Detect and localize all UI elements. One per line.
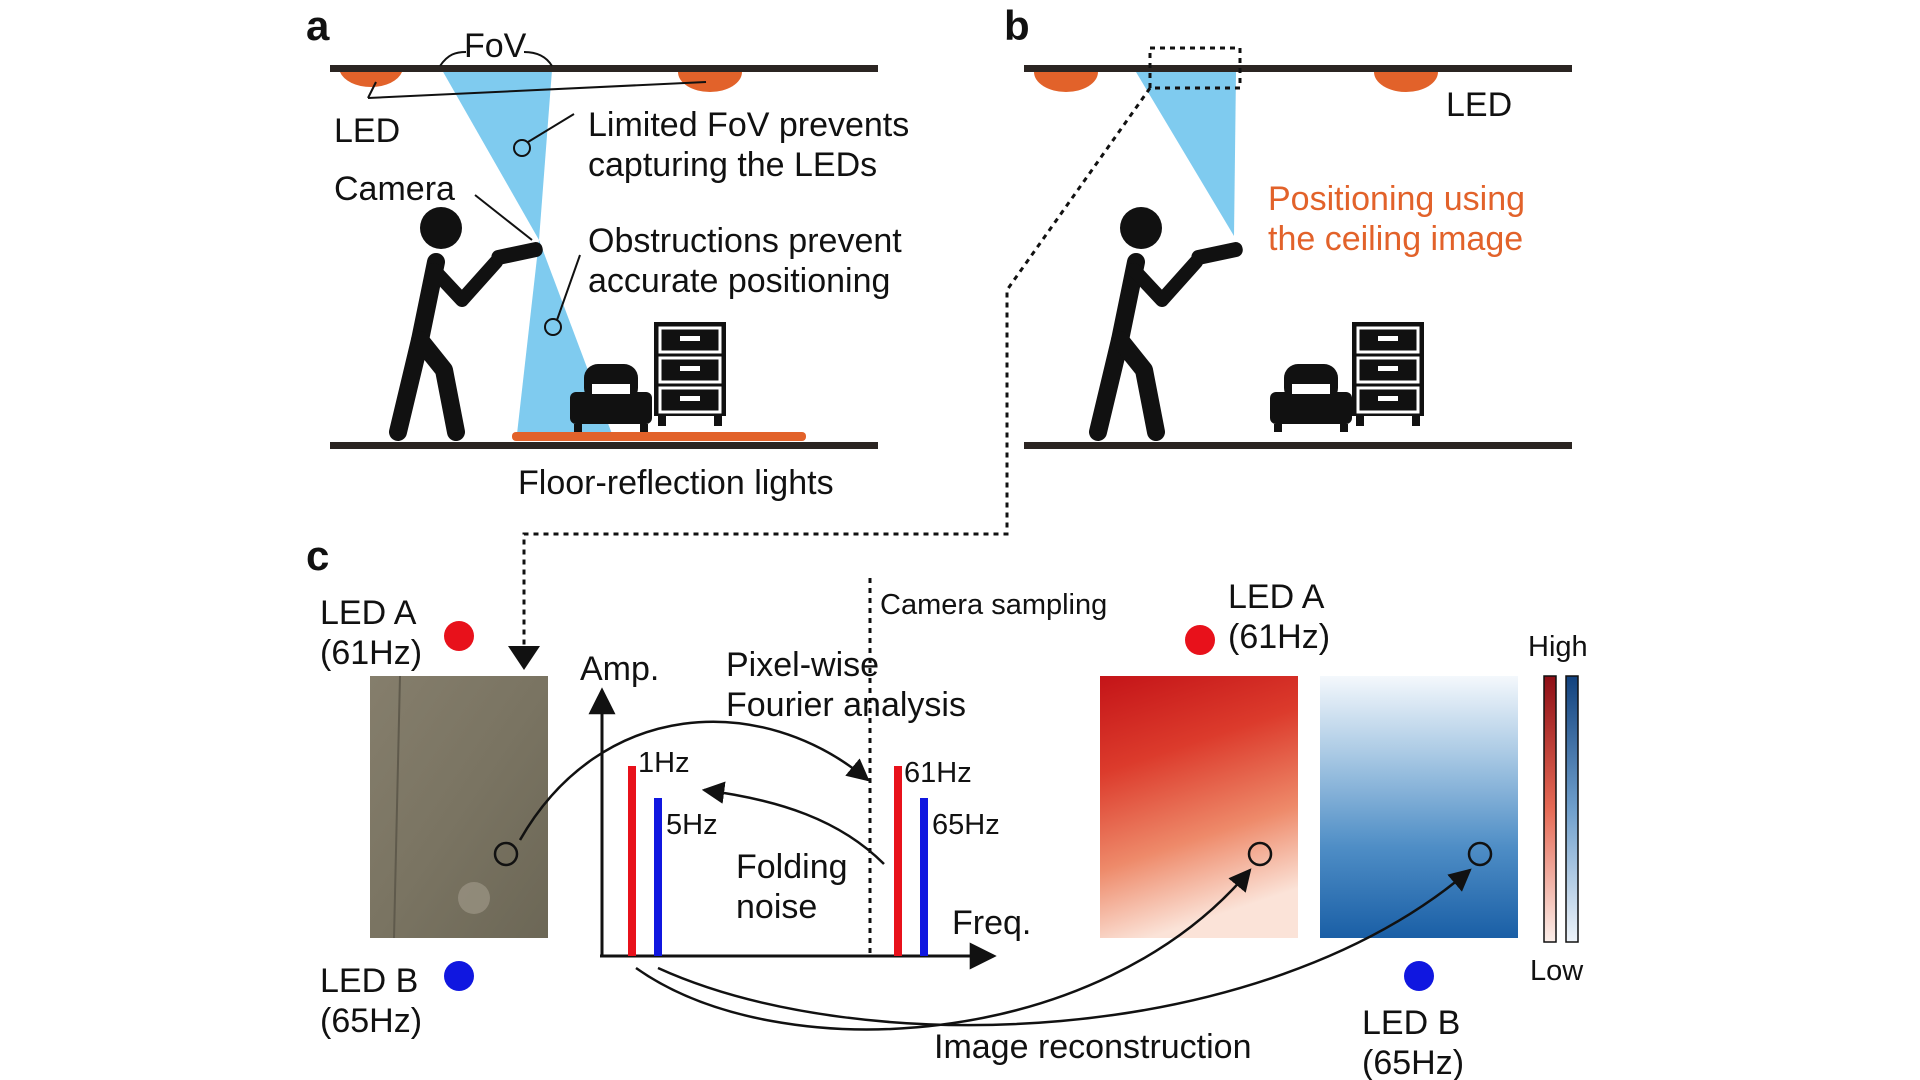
led-b-freq: (65Hz) (320, 1002, 422, 1040)
panel-a: a FoV LED Limited FoV prevents capturing… (306, 2, 909, 502)
positioning-note-line2: the ceiling image (1268, 220, 1523, 258)
led-label: LED (334, 112, 400, 150)
bar-61hz-label: 61Hz (904, 757, 972, 789)
pixel-marker-photo (493, 841, 519, 867)
reconstruction-arrow-blue (657, 868, 1472, 1027)
panel-a-letter: a (306, 2, 330, 49)
obstruction-note-line1: Obstructions prevent (588, 222, 902, 260)
ceiling-photo-spot (458, 882, 490, 914)
led-a2-freq: (61Hz) (1228, 618, 1330, 656)
ceiling-zoom-box (1148, 46, 1242, 90)
bar-65hz-label: 65Hz (932, 809, 1000, 841)
folding-arrow (701, 781, 885, 865)
led-b-dot (444, 961, 474, 991)
reconstruction-blue (1320, 676, 1518, 938)
zoom-connector (522, 87, 1152, 648)
floor-line-a (330, 442, 878, 449)
fourier-arrow (518, 720, 870, 841)
sofa-icon-b (1270, 364, 1352, 432)
led-b-name: LED B (320, 962, 418, 1000)
scale-low-label: Low (1530, 955, 1584, 987)
fov-label: FoV (464, 27, 527, 65)
person-icon-b (1089, 207, 1243, 441)
obstruction-callout-line (556, 254, 581, 321)
positioning-note-line1: Positioning using (1268, 180, 1525, 218)
panel-c-letter: c (306, 532, 329, 579)
person-icon-a (389, 207, 543, 441)
pixel-marker-red (1247, 841, 1273, 867)
camera-sampling-label: Camera sampling (880, 589, 1107, 621)
led-label-b: LED (1446, 86, 1512, 124)
ceiling-line-b (1024, 65, 1572, 72)
bar-1hz-label: 1Hz (638, 747, 690, 779)
led-b2-name: LED B (1362, 1004, 1460, 1042)
reconstruction-red (1100, 676, 1298, 938)
ceiling-line (330, 65, 878, 72)
led-b-right (1374, 72, 1438, 92)
folding-line2: noise (736, 888, 817, 926)
led-right (678, 72, 742, 92)
floor-reflection (512, 432, 806, 441)
amp-axis-label: Amp. (580, 650, 659, 688)
fov-callout-marker (513, 139, 531, 157)
led-a-freq: (61Hz) (320, 634, 422, 672)
fov-note-line1: Limited FoV prevents (588, 106, 909, 144)
led-leader-right (367, 81, 707, 99)
sofa-icon-a (570, 364, 652, 432)
floor-line-b (1024, 442, 1572, 449)
zoom-connector-arrowhead (508, 646, 540, 670)
panel-b-letter: b (1004, 2, 1030, 49)
led-a-dot (444, 621, 474, 651)
pixel-wise-line1: Pixel-wise (726, 646, 879, 684)
pixel-marker-blue (1467, 841, 1493, 867)
led-b2-freq: (65Hz) (1362, 1044, 1464, 1080)
ceiling-photo-seam (393, 675, 401, 939)
led-left (340, 72, 402, 88)
dresser-icon-a (654, 322, 726, 426)
scale-high-label: High (1528, 631, 1588, 663)
fov-brace (439, 51, 553, 67)
scale-bar-blue (1565, 675, 1579, 943)
camera-label: Camera (334, 170, 455, 208)
led-a-name: LED A (320, 594, 417, 632)
dresser-icon-b (1352, 322, 1424, 426)
obstruction-callout-marker (544, 318, 562, 336)
image-reconstruction-label: Image reconstruction (934, 1028, 1252, 1066)
led-b-left (1034, 72, 1098, 92)
fov-note-line2: capturing the LEDs (588, 146, 877, 184)
fov-callout-line (527, 113, 575, 143)
fov-cone-upper (442, 70, 552, 240)
led-a2-dot (1185, 625, 1215, 655)
fov-cone-b (1136, 72, 1236, 236)
bar-5hz-label: 5Hz (666, 809, 718, 841)
led-b2-dot (1404, 961, 1434, 991)
pixel-wise-line2: Fourier analysis (726, 686, 966, 724)
panel-c: c LED A (61Hz) LED B (65Hz) Amp. Freq. C… (306, 532, 1588, 1080)
led-a2-name: LED A (1228, 578, 1325, 616)
folding-line1: Folding (736, 848, 848, 886)
freq-axis-label: Freq. (952, 904, 1031, 942)
panel-b: b LED Positioning using the ceiling imag… (1004, 2, 1572, 449)
camera-leader (474, 194, 533, 241)
led-leader-left (367, 81, 377, 99)
scale-bar-red (1543, 675, 1557, 943)
floor-label: Floor-reflection lights (518, 464, 834, 502)
obstruction-note-line2: accurate positioning (588, 262, 890, 300)
